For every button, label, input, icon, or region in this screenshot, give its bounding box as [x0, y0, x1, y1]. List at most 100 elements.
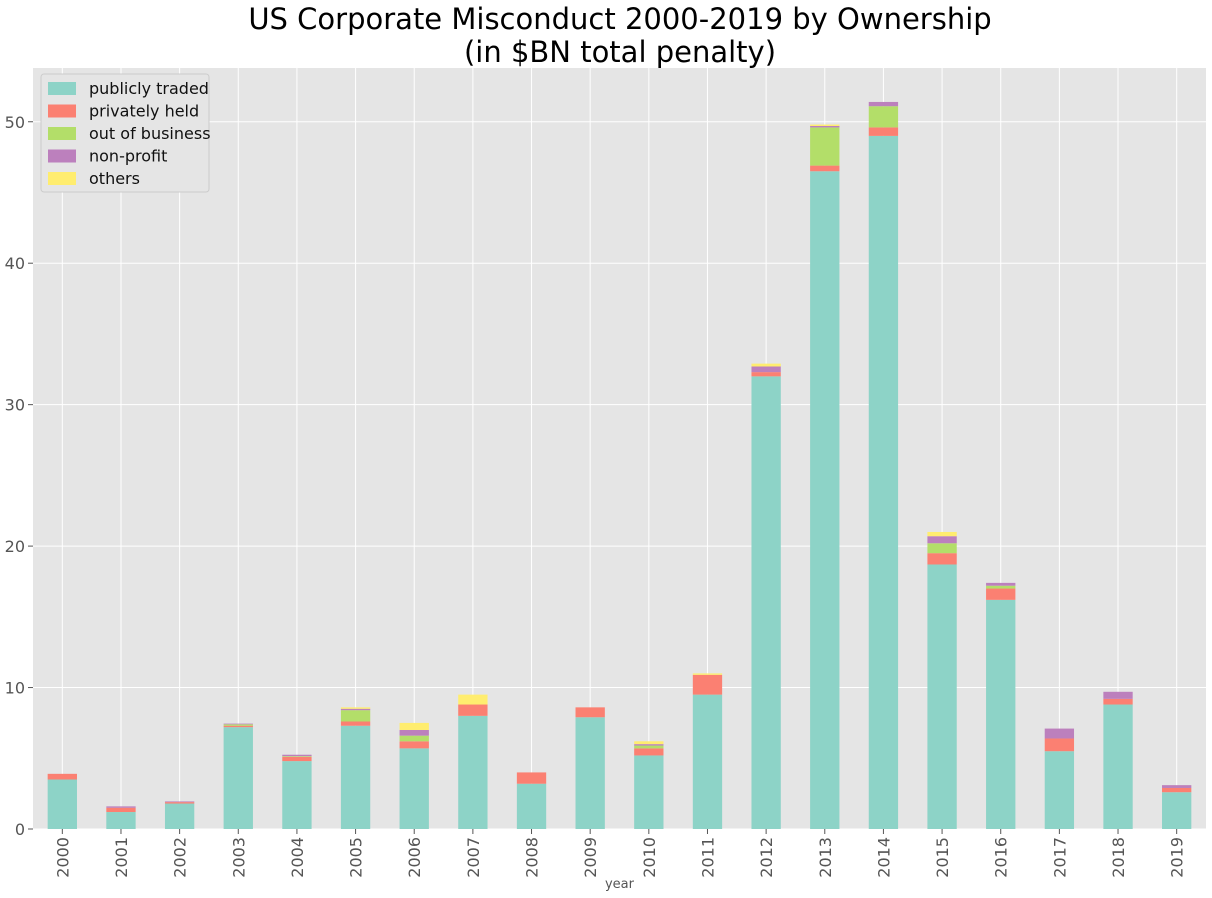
bar-segment [634, 755, 664, 829]
x-tick-label: 2018 [1109, 837, 1128, 878]
x-tick-label: 2019 [1168, 837, 1187, 878]
x-axis-label: year [605, 877, 635, 892]
bar-segment [868, 101, 899, 107]
x-tick-label: 2010 [640, 837, 659, 878]
bar-segment [810, 127, 840, 166]
x-tick-label: 2000 [53, 837, 72, 878]
bar-segment [399, 748, 429, 829]
bar-segment [106, 807, 136, 813]
bar-segment [340, 710, 371, 722]
x-tick-label: 2007 [464, 837, 483, 878]
legend-label: privately held [89, 102, 199, 121]
x-tick-label: 2013 [816, 837, 835, 878]
bar-segment [575, 707, 605, 718]
bar-segment [986, 588, 1016, 600]
x-tick-label: 2012 [757, 837, 776, 878]
x-tick-label: 2004 [288, 837, 307, 878]
bar-segment [399, 741, 429, 749]
bar-segment [458, 704, 488, 716]
y-tick-label: 50 [5, 113, 25, 132]
bar-segment [810, 165, 840, 172]
bar-segment [106, 812, 136, 829]
bar-segment [634, 748, 664, 756]
x-tick-label: 2017 [1050, 837, 1069, 878]
bar-segment [164, 802, 195, 804]
x-tick-label: 2016 [992, 837, 1011, 878]
bar-segment [282, 754, 312, 757]
legend-label: publicly traded [89, 79, 209, 98]
legend-swatch [48, 104, 76, 118]
bar-segment [340, 707, 371, 709]
bar-segment [986, 585, 1016, 589]
legend-label: out of business [89, 124, 211, 143]
bar-segment [516, 783, 547, 829]
bars [47, 101, 1192, 830]
bar-segment [927, 531, 957, 537]
y-tick-label: 20 [5, 537, 25, 556]
bar-segment [223, 725, 253, 728]
bar-segment [634, 745, 664, 749]
bar-segment [164, 803, 195, 829]
bar-segment [340, 721, 371, 726]
x-tick-label: 2006 [405, 837, 424, 878]
bar-segment [1103, 691, 1133, 699]
y-axis: 0 10 20 30 40 50 [5, 113, 33, 839]
bar-segment [223, 727, 253, 829]
x-tick-label: 2005 [347, 837, 366, 878]
x-tick-label: 2015 [933, 837, 952, 878]
bar-segment [1044, 751, 1075, 829]
legend-swatch [48, 82, 76, 95]
legend-swatch [48, 127, 76, 140]
bar-segment [692, 694, 723, 829]
legend-label: non-profit [89, 147, 167, 166]
bar-segment [692, 674, 723, 695]
bar-segment [927, 553, 957, 565]
bar-segment [927, 543, 957, 554]
bar-segment [1162, 792, 1192, 829]
bar-segment [927, 536, 957, 544]
bar-segment [282, 756, 312, 762]
bar-segment [458, 694, 488, 705]
y-tick-label: 30 [5, 396, 25, 415]
bar-segment [340, 708, 371, 711]
x-tick-label: 2002 [171, 837, 190, 878]
x-tick-label: 2009 [581, 837, 600, 878]
bar-segment [1044, 738, 1075, 752]
bar-segment [47, 779, 77, 829]
bar-segment [634, 744, 664, 746]
bar-segment [106, 806, 136, 808]
bar-segment [516, 772, 547, 784]
x-axis: 2000 2001 2002 2003 2004 2005 2006 2007 2008 2009… [53, 829, 1187, 878]
bar-segment [751, 363, 781, 367]
bar-segment [164, 801, 195, 803]
bar-segment [810, 171, 840, 829]
legend-swatch [48, 172, 76, 185]
bar-segment [47, 773, 77, 780]
bar-segment [1044, 728, 1075, 739]
bar-segment [751, 372, 781, 377]
x-tick-label: 2011 [698, 837, 717, 878]
bar-segment [751, 366, 781, 373]
x-tick-label: 2008 [523, 837, 542, 878]
bar-segment [282, 761, 312, 829]
bar-segment [1103, 704, 1133, 829]
chart-title: US Corporate Misconduct 2000-2019 by Own… [248, 2, 992, 36]
bar-segment [223, 723, 253, 725]
bar-segment [810, 124, 840, 126]
bar-segment [340, 725, 371, 829]
x-tick-label: 2003 [229, 837, 248, 878]
bar-segment [868, 106, 899, 128]
bar-segment [1103, 698, 1133, 705]
bar-segment [751, 376, 781, 829]
bar-segment [399, 735, 429, 742]
legend-box [40, 73, 210, 193]
bar-segment [868, 127, 899, 136]
legend-swatch [48, 149, 76, 163]
x-tick-label: 2001 [112, 837, 131, 878]
bar-segment [1162, 787, 1192, 793]
bar-segment [986, 599, 1016, 829]
bar-segment [223, 724, 253, 726]
bar-segment [810, 125, 840, 128]
